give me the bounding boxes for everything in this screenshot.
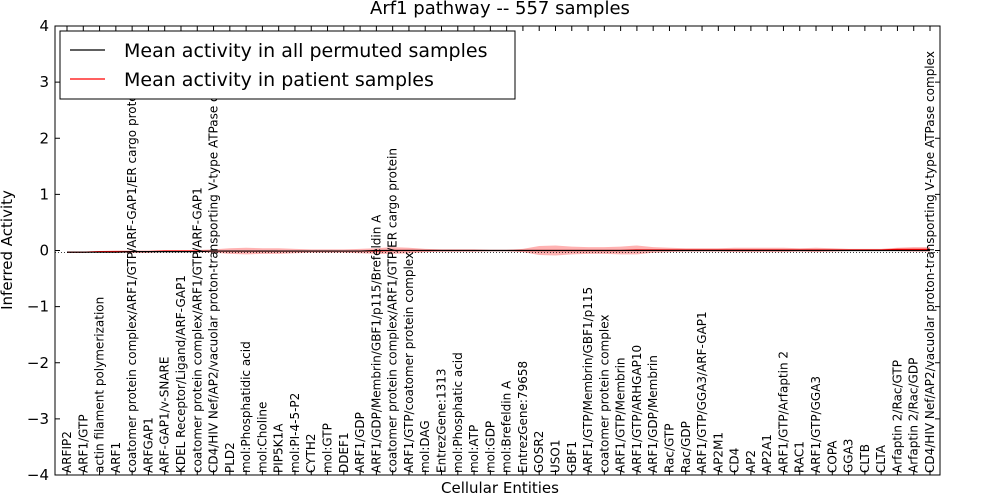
category-label: actin filament polymerization — [93, 297, 107, 473]
category-label: coatomer protein complex — [597, 315, 611, 473]
category-label: coatomer protein complex/ARF1/GTP/ARF-GA… — [125, 83, 139, 473]
category-label: ARF1/GTP/GGA3/ARF-GAP1 — [695, 311, 709, 473]
category-label: mol:GTP — [321, 423, 335, 473]
category-label: CLTB — [858, 444, 872, 473]
y-tick-label: −2 — [27, 354, 49, 372]
category-label: AP2M1 — [711, 432, 725, 473]
category-label: ARF1/GTP/coatomer protein complex — [402, 252, 416, 473]
category-label: PLD2 — [223, 442, 237, 473]
category-label: ARF1/GTP/Arfaptin 2 — [776, 351, 790, 473]
category-label: mol:GDP — [483, 421, 497, 473]
category-label: USO1 — [548, 440, 562, 473]
category-label: CLTA — [874, 444, 888, 473]
y-axis-ticks: −4 −3 −2 −1 0 1 2 3 4 — [27, 17, 940, 484]
category-label: AP2 — [744, 450, 758, 473]
category-label: Arfaptin 2/Rac/GDP — [907, 358, 921, 473]
y-tick-label: 3 — [39, 73, 49, 91]
category-label: CD4 — [728, 448, 742, 473]
category-label: mol:Phosphatic acid — [451, 352, 465, 473]
category-label: coatomer protein complex/ARF1/GTP/ARF-GA… — [190, 187, 204, 473]
legend-label-patient: Mean activity in patient samples — [124, 69, 434, 91]
category-labels: ARFIP2 ARF1/GTP actin filament polymerizat… — [60, 51, 937, 473]
category-label: ARFGAP1 — [141, 417, 155, 473]
category-label: RAC1 — [793, 441, 807, 473]
category-label: mol:Brefeldin A — [500, 380, 514, 473]
category-label: ARF1 — [109, 442, 123, 473]
category-label: GBF1 — [565, 441, 579, 473]
legend-label-permuted: Mean activity in all permuted samples — [124, 40, 487, 62]
category-label: mol:Choline — [255, 402, 269, 473]
category-label: GGA3 — [842, 439, 856, 473]
category-label: EntrezGene:79658 — [516, 361, 530, 473]
category-label: GOSR2 — [532, 431, 546, 473]
series-line-permuted — [67, 249, 930, 253]
category-label: ARF-GAP1/v-SNARE — [158, 357, 172, 473]
category-label: AP2A1 — [760, 434, 774, 473]
category-label: Rac/GTP — [662, 423, 676, 473]
category-label: ARF1/GDP/Membrin — [646, 355, 660, 473]
y-tick-label: 4 — [39, 17, 49, 35]
category-label: DDEF1 — [337, 432, 351, 473]
legend-box — [59, 30, 516, 100]
series-line-layer — [55, 248, 940, 253]
y-tick-label: −4 — [27, 466, 49, 484]
category-label: mol:ATP — [467, 425, 481, 473]
y-tick-label: −3 — [27, 410, 49, 428]
category-label: EntrezGene:1313 — [435, 369, 449, 473]
y-axis-label: Inferred Activity — [0, 190, 16, 310]
category-label: ARF1/GTP/Membrin/GBF1/p115 — [581, 287, 595, 473]
category-label: CD4/HIV Nef/AP2/vacuolar proton-transpor… — [207, 51, 221, 473]
category-label: KDEL Receptor/Ligand/ARF-GAP1 — [174, 275, 188, 473]
y-tick-label: 1 — [39, 185, 49, 203]
category-label: ARFIP2 — [60, 431, 74, 473]
category-label: ARF1/GTP — [76, 414, 90, 473]
category-label: ARF1/GDP — [353, 412, 367, 473]
category-label: Arfaptin 2/Rac/GTP — [890, 360, 904, 473]
category-label: mol:Phosphatidic acid — [239, 341, 253, 473]
category-label: CD4/HIV Nef/AP2/vacuolar proton-transpor… — [923, 51, 937, 473]
x-axis-ticks — [66, 26, 931, 475]
category-label: COPA — [825, 440, 839, 473]
y-tick-label: −1 — [27, 298, 49, 316]
category-label: mol:DAG — [418, 420, 432, 473]
chart-title: Arf1 pathway -- 557 samples — [370, 0, 630, 19]
category-label: coatomer protein complex/ARF1/GTP/ER car… — [386, 148, 400, 473]
category-label: CYTH2 — [304, 434, 318, 474]
x-axis-label: Cellular Entities — [441, 479, 559, 497]
category-label: ARF1/GTP/ARHGAP10 — [630, 345, 644, 473]
y-tick-label: 2 — [39, 129, 49, 147]
legend: Mean activity in all permuted samples Me… — [59, 30, 516, 100]
category-label: ARF1/GDP/Membrin/GBF1/p115/Brefeldin A — [369, 214, 383, 473]
category-label: mol:PI-4-5-P2 — [288, 393, 302, 473]
y-tick-label: 0 — [39, 242, 49, 260]
category-label: ARF1/GTP/GGA3 — [809, 376, 823, 473]
category-label: ARF1/GTP/Membrin — [614, 357, 628, 473]
category-label: Rac/GDP — [679, 421, 693, 473]
category-label: PIP5K1A — [272, 423, 286, 473]
